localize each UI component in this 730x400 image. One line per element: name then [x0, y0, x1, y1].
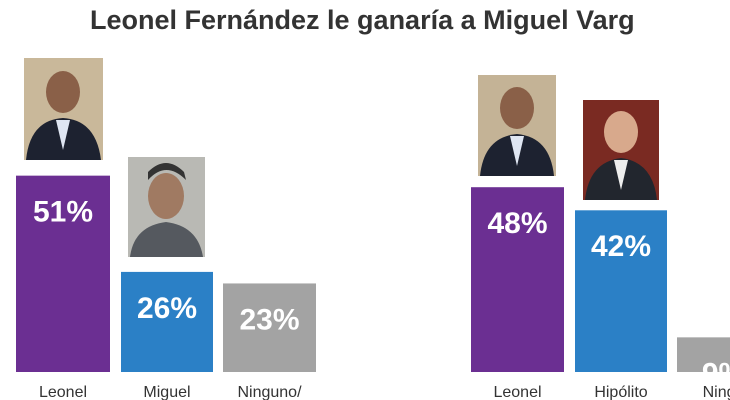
- category-label: Hipólito: [594, 384, 647, 400]
- category-label: Ningu: [703, 384, 730, 400]
- bar: [223, 283, 316, 372]
- photo: [128, 157, 205, 257]
- value-label: 26%: [137, 292, 197, 325]
- photo: [583, 100, 659, 200]
- category-label: Leonel: [39, 384, 87, 400]
- bar: [16, 175, 110, 372]
- photo: [478, 75, 556, 176]
- photo: [24, 58, 103, 160]
- category-label: Ninguno/: [237, 384, 302, 400]
- value-label: 48%: [487, 207, 547, 240]
- bar: [677, 337, 730, 372]
- category-label: Leonel: [493, 384, 541, 400]
- bar: [471, 187, 564, 372]
- value-label: 23%: [239, 303, 299, 336]
- value-label: 42%: [591, 230, 651, 263]
- value-label: 9%: [702, 357, 730, 390]
- bar: [575, 210, 667, 372]
- value-label: 51%: [33, 196, 93, 229]
- chart-title: Leonel Fernández le ganaría a Miguel Var…: [90, 5, 635, 35]
- bar: [121, 271, 213, 372]
- category-label: Miguel: [143, 384, 190, 400]
